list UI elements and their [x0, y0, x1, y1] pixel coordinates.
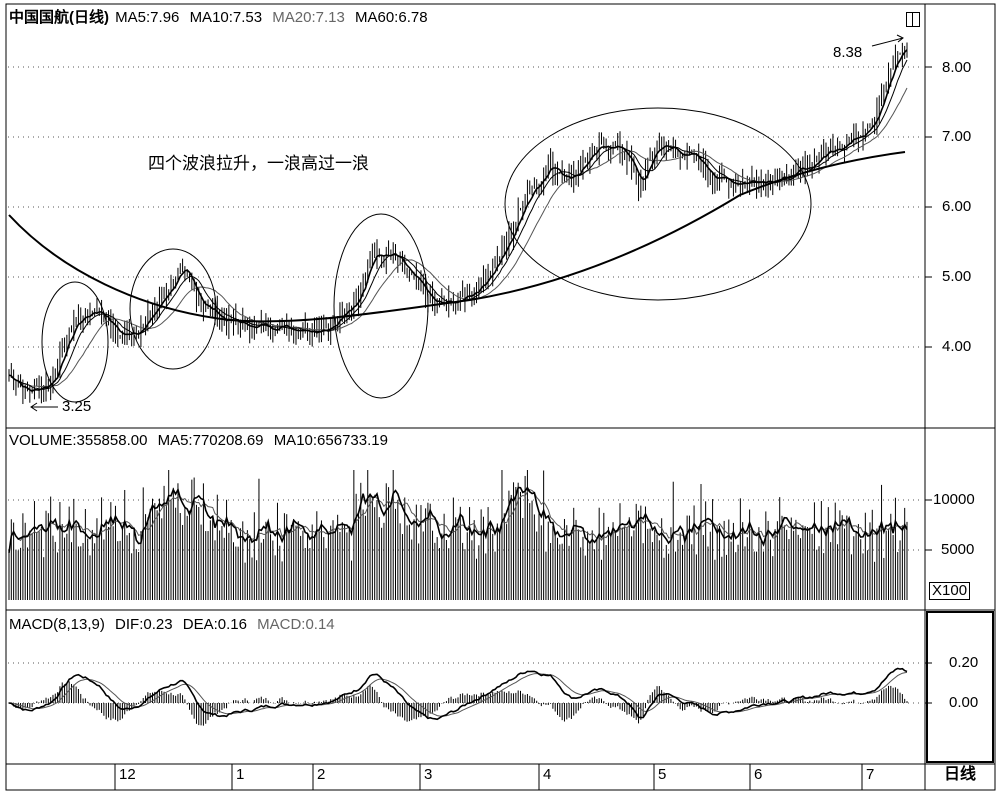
ma60-label: MA60:6.78	[355, 9, 428, 26]
month-tick-7: 7	[866, 766, 875, 783]
wave-ellipse	[129, 248, 217, 370]
wave-ellipse	[41, 281, 109, 403]
price-tick-4: 4.00	[942, 338, 972, 355]
month-tick-2: 2	[317, 766, 326, 783]
period-button[interactable]: 日线	[944, 766, 977, 783]
volume-header: VOLUME:355858.00 MA5:770208.69 MA10:6567…	[9, 432, 388, 450]
ma20-line	[8, 87, 908, 388]
month-tick-6: 6	[754, 766, 763, 783]
month-tick-1: 1	[236, 766, 245, 783]
volume-tick-5000: 5000	[941, 541, 975, 558]
month-tick-5: 5	[658, 766, 667, 783]
ma20-label: MA20:7.13	[272, 9, 345, 26]
macd-value-label: MACD:0.14	[257, 616, 335, 633]
ma5-label: MA5:7.96	[115, 9, 180, 26]
macd-tick-000: 0.00	[949, 694, 979, 711]
ma60-line	[8, 151, 906, 323]
volume-ma5-label: MA5:770208.69	[157, 432, 264, 449]
month-tick-3: 3	[424, 766, 433, 783]
ma5-line	[8, 49, 908, 393]
dif-label: DIF:0.23	[115, 616, 173, 633]
macd-axis-box	[926, 611, 994, 763]
high-price-label: 8.38	[833, 44, 863, 61]
wave-annotation: 四个波浪拉升，一浪高过一浪	[148, 154, 369, 173]
month-tick-12: 12	[119, 766, 136, 783]
volume-label: VOLUME:355858.00	[9, 432, 148, 449]
low-arrowhead	[30, 402, 38, 412]
dea-line	[8, 671, 908, 717]
window-toggle-icon[interactable]	[906, 12, 920, 27]
month-tick-4: 4	[543, 766, 552, 783]
volume-ma10-label: MA10:656733.19	[273, 432, 388, 449]
chart-title: 中国国航(日线)	[9, 9, 109, 26]
macd-header: MACD(8,13,9) DIF:0.23 DEA:0.16 MACD:0.14	[9, 616, 335, 634]
price-tick-6: 6.00	[942, 198, 972, 215]
price-header: 中国国航(日线) MA5:7.96 MA10:7.53 MA20:7.13 MA…	[9, 9, 428, 27]
dif-line	[8, 667, 908, 721]
ma10-label: MA10:7.53	[189, 9, 263, 26]
ma10-line	[8, 59, 908, 391]
macd-params-label: MACD(8,13,9)	[9, 616, 105, 633]
volume-unit-label: X100	[929, 582, 971, 600]
wave-ellipse	[504, 107, 812, 301]
volume-ma10-line	[8, 489, 908, 553]
high-arrow	[871, 37, 904, 47]
dea-label: DEA:0.16	[182, 616, 247, 633]
price-tick-5: 5.00	[942, 268, 972, 285]
volume-ma5-line	[8, 486, 908, 554]
high-arrowhead	[896, 34, 904, 43]
price-tick-7: 7.00	[942, 128, 972, 145]
price-tick-8: 8.00	[942, 59, 972, 76]
macd-tick-020: 0.20	[949, 654, 979, 671]
volume-tick-10000: 10000	[933, 491, 975, 508]
low-price-label: 3.25	[62, 398, 92, 415]
outer-frame	[5, 3, 996, 791]
wave-ellipse	[333, 213, 429, 399]
